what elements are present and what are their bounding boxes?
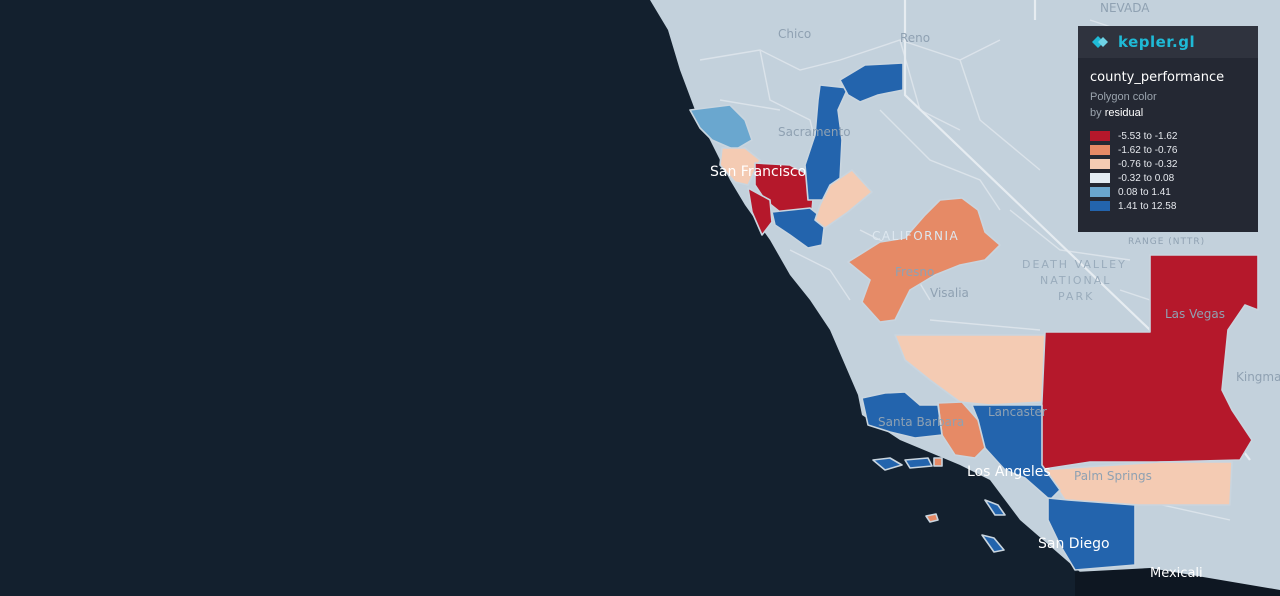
label-kingman: Kingman [1236, 370, 1280, 384]
island-3 [933, 457, 943, 467]
layer-name: county_performance [1090, 70, 1225, 85]
county-santa-barbara [861, 391, 943, 439]
label-death-valley-1: DEATH VALLEY [1022, 258, 1127, 271]
label-reno: Reno [900, 31, 930, 45]
mexico-area [1075, 568, 1280, 596]
label-california: CALIFORNIA [872, 229, 959, 243]
county-polygons [689, 62, 1259, 571]
legend-field: by residual [1090, 107, 1246, 119]
county-fresno-tulare [847, 197, 1001, 323]
map-labels: NEVADA Reno Chico Sacramento San Francis… [710, 1, 1280, 581]
label-palm-springs: Palm Springs [1074, 469, 1152, 483]
map-legend-panel: kepler.gl county_performance Polygon col… [1078, 26, 1258, 232]
legend-row: -0.76 to -0.32 [1090, 157, 1246, 171]
island-4 [925, 513, 939, 523]
label-las-vegas: Las Vegas [1165, 307, 1225, 321]
island-2 [904, 457, 933, 469]
county-placer [839, 62, 904, 103]
kepler-logo-icon [1092, 36, 1108, 48]
county-santa-clara [771, 207, 826, 249]
label-nevada: NEVADA [1100, 1, 1150, 15]
island-5 [984, 499, 1006, 516]
legend-range-label: -0.32 to 0.08 [1118, 172, 1175, 184]
legend-range-label: -1.62 to -0.76 [1118, 144, 1178, 156]
label-death-valley-3: PARK [1058, 290, 1094, 303]
legend-swatch [1090, 131, 1110, 141]
legend-row: -5.53 to -1.62 [1090, 129, 1246, 143]
legend-property: Polygon color [1090, 91, 1157, 103]
county-bay-south [747, 187, 773, 236]
legend-row: 0.08 to 1.41 [1090, 185, 1246, 199]
legend-range-label: -0.76 to -0.32 [1118, 158, 1178, 170]
label-mexicali: Mexicali [1150, 566, 1203, 581]
label-santa-barbara: Santa Barbara [878, 415, 964, 429]
label-visalia: Visalia [930, 286, 969, 300]
label-death-valley-2: NATIONAL [1040, 274, 1111, 287]
brand-name: kepler.gl [1118, 33, 1196, 51]
label-sacramento: Sacramento [778, 125, 851, 139]
legend-swatch [1090, 201, 1110, 211]
legend-by-prefix: by [1090, 107, 1102, 119]
legend-swatch [1090, 187, 1110, 197]
county-san-bernardino [1037, 254, 1259, 471]
label-los-angeles: Los Angeles [967, 464, 1051, 480]
legend-range-label: 1.41 to 12.58 [1118, 200, 1177, 212]
label-san-diego: San Diego [1038, 536, 1110, 552]
county-ventura [937, 401, 986, 459]
county-north-bay [689, 104, 753, 151]
label-fresno: Fresno [895, 265, 934, 279]
label-range: RANGE (NTTR) [1128, 237, 1205, 247]
county-marin [719, 147, 761, 186]
legend-field-name: residual [1104, 107, 1144, 119]
legend-rows: -5.53 to -1.62 -1.62 to -0.76 -0.76 to -0.… [1090, 129, 1246, 213]
county-stanislaus [814, 169, 873, 229]
county-san-diego [1047, 497, 1136, 571]
legend-swatch [1090, 145, 1110, 155]
legend-header: kepler.gl [1078, 26, 1258, 58]
legend-swatch [1090, 159, 1110, 169]
label-san-francisco: San Francisco [710, 164, 806, 180]
legend-swatch [1090, 173, 1110, 183]
legend-range-label: 0.08 to 1.41 [1118, 186, 1171, 198]
island-6 [981, 534, 1005, 553]
legend-row: 1.41 to 12.58 [1090, 199, 1246, 213]
legend-range-label: -5.53 to -1.62 [1118, 130, 1178, 142]
legend-row: -1.62 to -0.76 [1090, 143, 1246, 157]
legend-row: -0.32 to 0.08 [1090, 171, 1246, 185]
label-chico: Chico [778, 27, 811, 41]
label-lancaster: Lancaster [988, 405, 1047, 419]
island-1 [872, 457, 903, 471]
